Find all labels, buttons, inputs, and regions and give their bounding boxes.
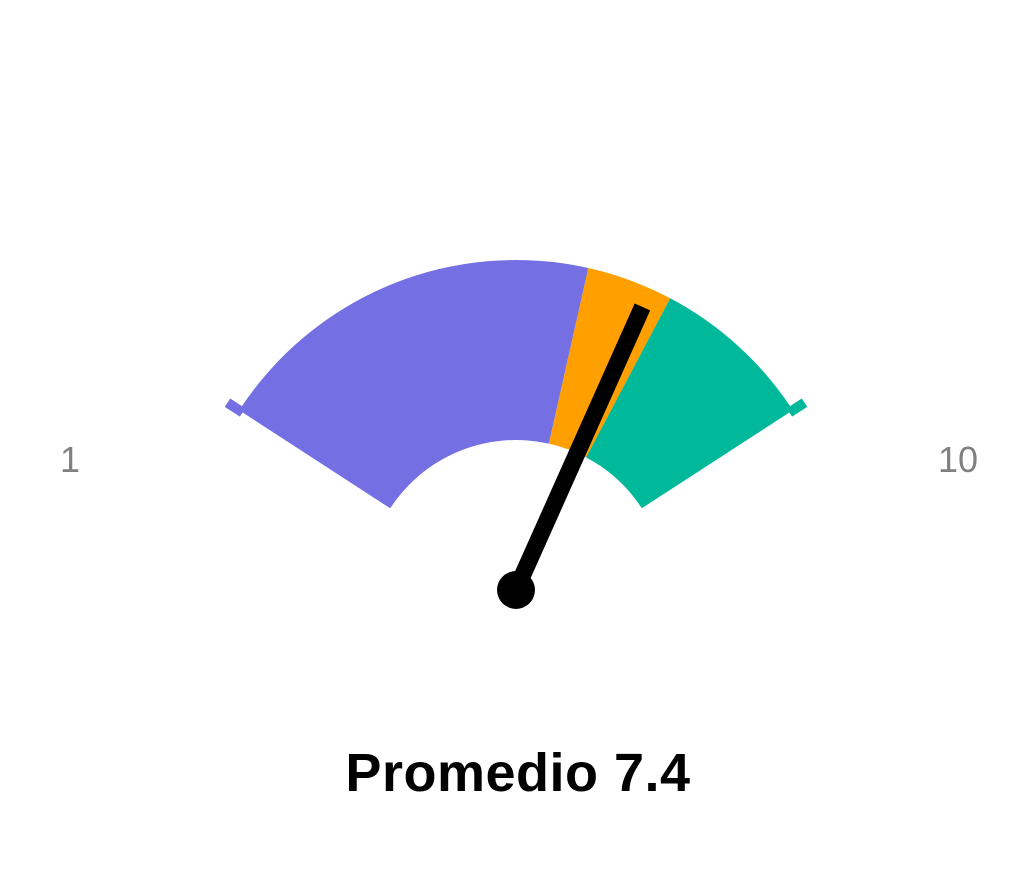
- gauge-max-label: 10: [938, 439, 978, 480]
- gauge-needle-hub: [497, 571, 535, 609]
- gauge-max-tick: [786, 398, 808, 417]
- caption-label: Promedio: [345, 743, 599, 803]
- gauge-min-label: 1: [60, 439, 80, 480]
- caption-value: 7.4: [613, 743, 691, 803]
- gauge-end-ticks: [224, 398, 808, 417]
- gauge-needle: [508, 303, 651, 594]
- gauge-band-1: [239, 259, 589, 509]
- gauge-caption: Promedio 7.4: [0, 742, 1036, 804]
- gauge-band-3: [586, 298, 793, 509]
- gauge-bands: [239, 259, 793, 509]
- gauge-min-tick: [224, 398, 246, 417]
